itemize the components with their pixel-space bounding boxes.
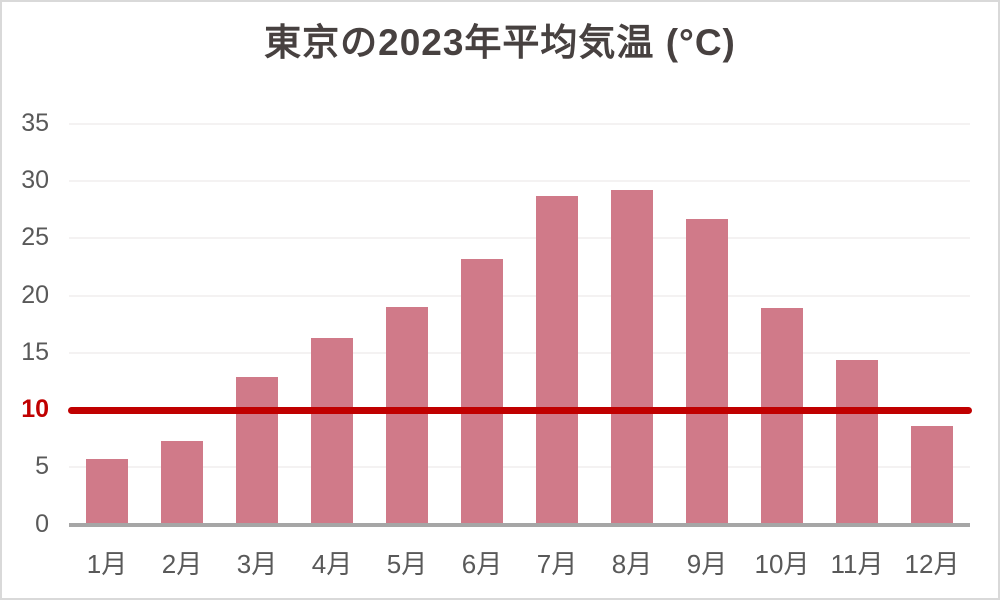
x-axis-tick-label: 10月	[754, 549, 810, 579]
y-axis-tick-label: 5	[35, 452, 49, 480]
x-axis-tick-label: 5月	[386, 549, 428, 579]
bar	[536, 196, 578, 523]
x-axis-tick-label: 3月	[236, 549, 278, 579]
y-axis-tick-label: 0	[35, 510, 49, 538]
x-axis-tick-label: 6月	[461, 549, 503, 579]
reference-line	[68, 407, 972, 414]
x-axis-tick-label: 12月	[904, 549, 960, 579]
bar	[86, 459, 128, 523]
y-axis-tick-label: 20	[21, 281, 49, 309]
x-axis-line	[69, 523, 970, 527]
x-axis-tick-label: 11月	[830, 549, 884, 579]
x-axis-tick-label: 2月	[161, 549, 203, 579]
bar	[686, 219, 728, 523]
y-axis-tick-label: 10	[21, 395, 49, 423]
x-axis-tick-label: 9月	[686, 549, 728, 579]
bar	[911, 426, 953, 523]
bar	[161, 441, 203, 523]
bar	[311, 338, 353, 523]
bar	[461, 259, 503, 523]
x-axis-tick-label: 4月	[311, 549, 353, 579]
y-axis-tick-label: 35	[21, 109, 49, 137]
gridline	[69, 466, 970, 468]
bar	[761, 308, 803, 523]
x-axis-tick-label: 7月	[536, 549, 578, 579]
bar	[836, 360, 878, 523]
gridline	[69, 237, 970, 239]
gridline	[69, 123, 970, 125]
chart-title: 東京の2023年平均気温 (°C)	[264, 22, 736, 63]
bar	[611, 190, 653, 523]
x-axis-tick-label: 8月	[611, 549, 653, 579]
gridline	[69, 295, 970, 297]
gridline	[69, 352, 970, 354]
bar	[386, 307, 428, 523]
gridline	[69, 180, 970, 182]
y-axis-tick-label: 30	[21, 166, 49, 194]
y-axis-tick-label: 15	[21, 338, 49, 366]
x-axis-tick-label: 1月	[86, 549, 128, 579]
y-axis-tick-label: 25	[21, 223, 49, 251]
bar	[236, 377, 278, 523]
